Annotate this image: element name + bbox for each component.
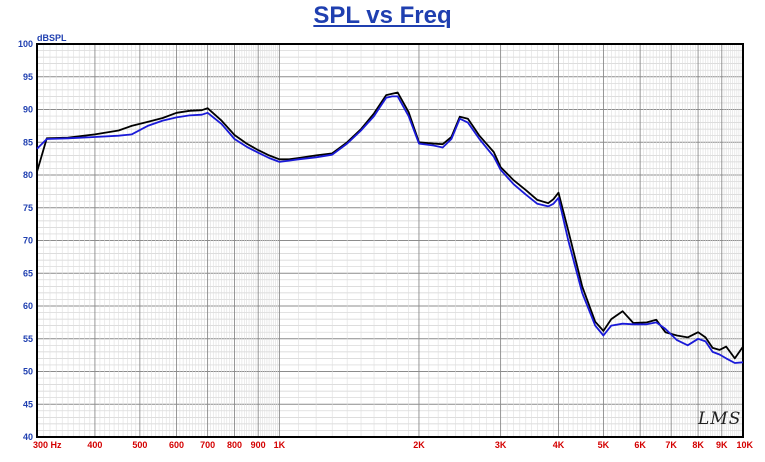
x-tick-label: 900 (251, 440, 266, 450)
y-tick-label: 95 (23, 72, 33, 82)
y-tick-label: 75 (23, 203, 33, 213)
y-tick-label: 70 (23, 236, 33, 246)
x-tick-label: 5K (598, 440, 610, 450)
x-tick-label: 8K (692, 440, 704, 450)
plot-frame (36, 43, 744, 438)
x-tick-label: 700 (200, 440, 215, 450)
x-tick-label: 800 (227, 440, 242, 450)
x-tick-label: 9K (716, 440, 728, 450)
series-layer (36, 91, 744, 364)
lms-watermark: LMS (698, 409, 742, 429)
x-tick-label: 600 (169, 440, 184, 450)
y-tick-label: 90 (23, 105, 33, 115)
x-tick-label: 4K (553, 440, 565, 450)
y-tick-label: 65 (23, 268, 33, 278)
label-layer: 100 95 90 85 80 75 70 65 60 55 50 45 40 dBSPL 300 Hz 40… (18, 33, 754, 450)
x-tick-label: 7K (665, 440, 677, 450)
y-tick-label: 45 (23, 399, 33, 409)
x-tick-label: 10K (736, 440, 753, 450)
grid-layer (36, 43, 744, 438)
series-line-1 (36, 91, 744, 360)
x-tick-label: 300 Hz (33, 440, 62, 450)
y-axis-label: dBSPL (37, 33, 67, 43)
y-tick-label: 80 (23, 170, 33, 180)
x-tick-label: 1K (274, 440, 286, 450)
y-tick-label: 85 (23, 137, 33, 147)
x-tick-label: 6K (634, 440, 646, 450)
x-tick-label: 3K (495, 440, 507, 450)
y-tick-label: 40 (23, 432, 33, 442)
x-tick-label: 500 (132, 440, 147, 450)
series-line-2 (36, 95, 744, 364)
y-tick-label: 100 (18, 39, 33, 49)
y-tick-label: 55 (23, 334, 33, 344)
y-tick-label: 50 (23, 367, 33, 377)
x-tick-label: 2K (413, 440, 425, 450)
chart-title: SPL vs Freq (313, 2, 452, 29)
x-tick-label: 400 (87, 440, 102, 450)
y-tick-label: 60 (23, 301, 33, 311)
